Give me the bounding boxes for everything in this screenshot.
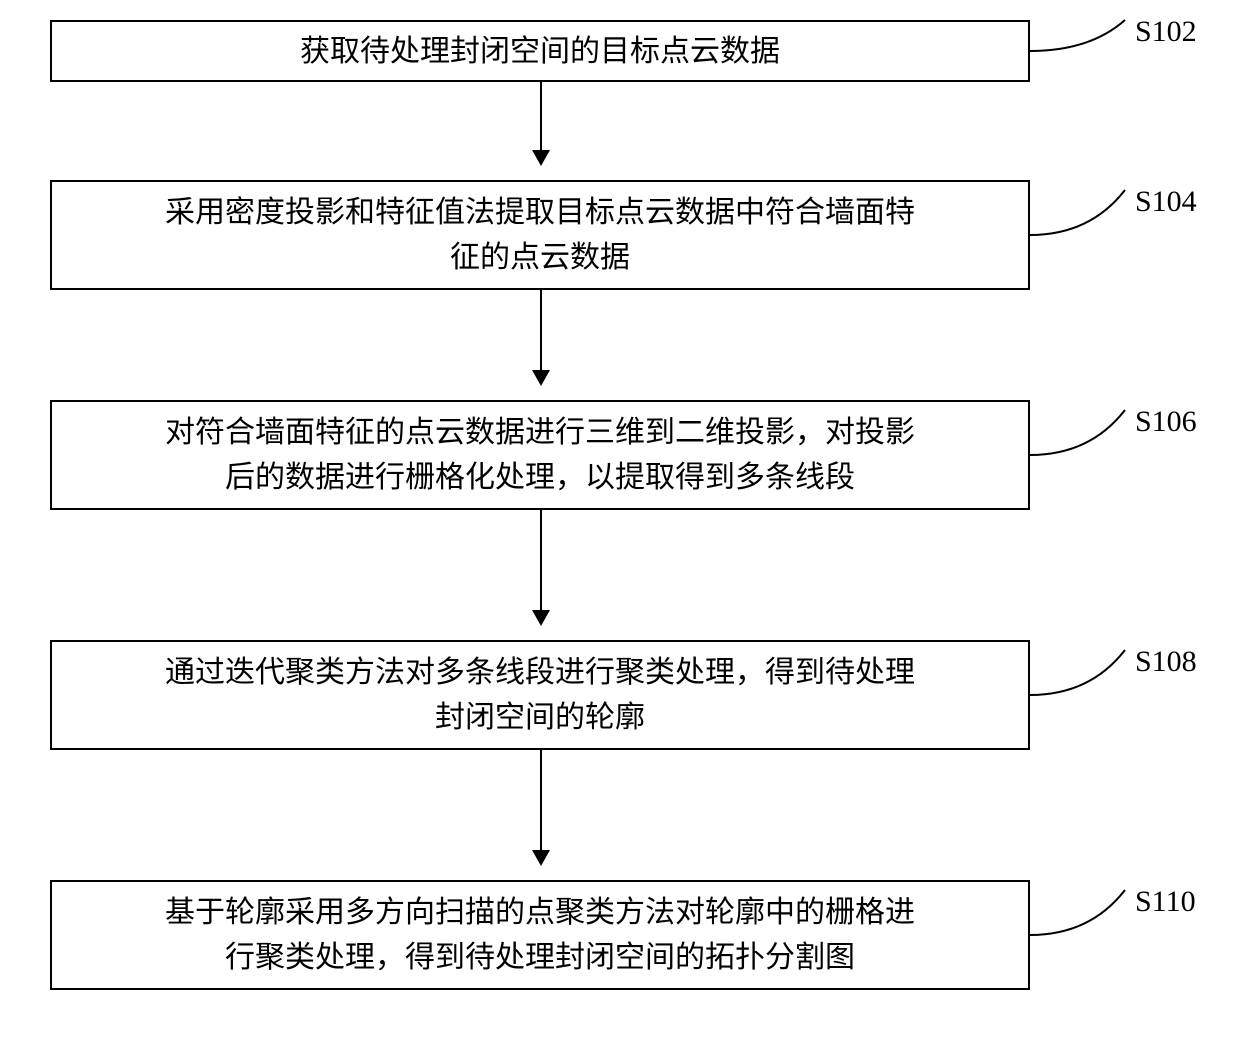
step-label-s104: S104 [1135, 185, 1197, 219]
step-text-s110: 基于轮廓采用多方向扫描的点聚类方法对轮廓中的栅格进 行聚类处理，得到待处理封闭空… [165, 890, 915, 980]
step-box-s102: 获取待处理封闭空间的目标点云数据 [50, 20, 1030, 82]
step-box-s108: 通过迭代聚类方法对多条线段进行聚类处理，得到待处理 封闭空间的轮廓 [50, 640, 1030, 750]
arrow-s108-s110 [540, 750, 542, 864]
step-text-s108: 通过迭代聚类方法对多条线段进行聚类处理，得到待处理 封闭空间的轮廓 [165, 650, 915, 740]
step-box-s110: 基于轮廓采用多方向扫描的点聚类方法对轮廓中的栅格进 行聚类处理，得到待处理封闭空… [50, 880, 1030, 990]
arrow-s102-s104 [540, 82, 542, 164]
connector-curve-s102 [1030, 15, 1140, 55]
flowchart-container: 获取待处理封闭空间的目标点云数据 S102 采用密度投影和特征值法提取目标点云数… [0, 0, 1240, 1037]
step-text-s106: 对符合墙面特征的点云数据进行三维到二维投影，对投影 后的数据进行栅格化处理，以提… [165, 410, 915, 500]
step-label-s110: S110 [1135, 885, 1196, 919]
arrow-s106-s108 [540, 510, 542, 624]
step-text-s102: 获取待处理封闭空间的目标点云数据 [300, 29, 780, 74]
arrow-s104-s106 [540, 290, 542, 384]
connector-curve-s108 [1030, 645, 1140, 700]
step-label-s108: S108 [1135, 645, 1197, 679]
step-label-s102: S102 [1135, 15, 1197, 49]
step-box-s104: 采用密度投影和特征值法提取目标点云数据中符合墙面特 征的点云数据 [50, 180, 1030, 290]
connector-curve-s106 [1030, 405, 1140, 460]
connector-curve-s104 [1030, 185, 1140, 240]
step-box-s106: 对符合墙面特征的点云数据进行三维到二维投影，对投影 后的数据进行栅格化处理，以提… [50, 400, 1030, 510]
connector-curve-s110 [1030, 885, 1140, 940]
step-text-s104: 采用密度投影和特征值法提取目标点云数据中符合墙面特 征的点云数据 [165, 190, 915, 280]
step-label-s106: S106 [1135, 405, 1197, 439]
